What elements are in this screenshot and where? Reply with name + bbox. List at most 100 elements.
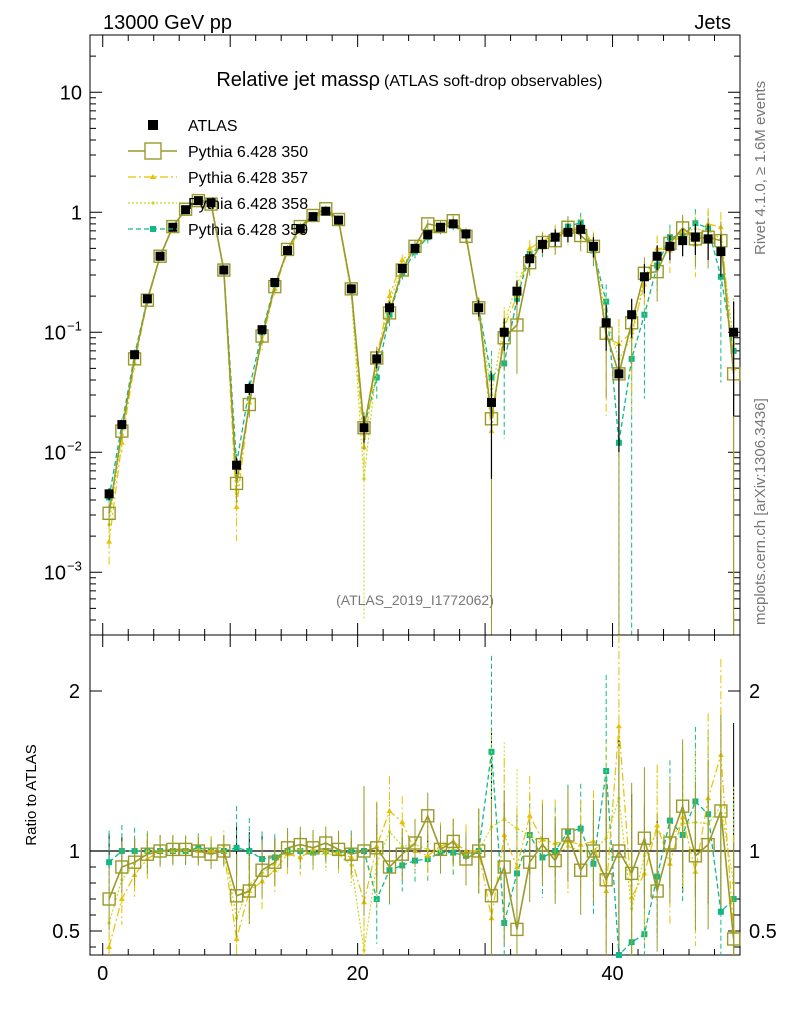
data-point [153, 249, 167, 263]
data-point [102, 506, 116, 520]
main-subtitle: (ATLAS soft-drop observables) [384, 73, 602, 90]
ratio-point [357, 844, 371, 858]
ratio-y-tick-label: 0.5 [52, 921, 80, 943]
data-point [372, 354, 382, 364]
rivet-label: Rivet 4.1.0, ≥ 1.6M events [752, 81, 769, 255]
ratio-ticks: 0.5 0.51 12 20 20 40 [52, 635, 777, 985]
data-point [193, 196, 203, 206]
data-point [512, 286, 522, 296]
y-tick-label: 10 [44, 322, 66, 344]
ratio-point [497, 860, 511, 874]
data-point [283, 246, 293, 256]
ratio-y-tick-label: 2 [69, 681, 80, 703]
main-title: Relative jet massρ [216, 69, 380, 91]
ratio-point [166, 842, 180, 857]
ratio-point [561, 828, 575, 842]
ratio-point [675, 799, 690, 813]
x-tick-label: 40 [601, 963, 623, 985]
legend-marker-py358 [151, 201, 155, 205]
data-point [703, 234, 713, 244]
data-point [140, 293, 155, 307]
header-jets-label: Jets [694, 12, 731, 34]
data-point [233, 503, 240, 509]
y-tick-label: 1 [71, 202, 82, 224]
data-point [510, 318, 524, 332]
ratio-data [102, 635, 741, 958]
ratio-point [637, 831, 652, 845]
data-point [306, 208, 320, 223]
ratio-frame [89, 634, 741, 956]
data-point [117, 420, 127, 430]
data-point [229, 476, 244, 491]
ratio-point [535, 837, 550, 852]
ratio-point [472, 844, 486, 858]
y-tick-exponent: −1 [67, 318, 82, 333]
data-point [344, 282, 358, 296]
data-point [104, 489, 114, 499]
ratio-point [688, 849, 703, 863]
ratio-point [548, 853, 562, 868]
ratio-point [513, 864, 520, 869]
data-point [399, 257, 406, 263]
data-point [142, 294, 152, 304]
ratio-point [615, 952, 622, 958]
data-point [716, 247, 726, 257]
ratio-series-py357 [106, 635, 737, 955]
ratio-point [663, 836, 677, 850]
ratio-point [331, 842, 346, 857]
legend-marker-py357 [150, 174, 156, 179]
data-point [627, 310, 637, 320]
data-point [433, 219, 448, 234]
ratio-point [526, 812, 533, 818]
ratio-point [293, 837, 307, 852]
series-line-py350 [108, 199, 735, 514]
data-point [563, 227, 573, 237]
ratio-point [153, 844, 167, 858]
ratio-point [523, 855, 537, 869]
ratio-point [268, 855, 282, 869]
data-point [499, 327, 509, 337]
ratio-point [615, 723, 622, 729]
data-point [331, 212, 346, 227]
data-point [242, 397, 257, 412]
data-point [525, 254, 535, 264]
ratio-series-py359 [106, 655, 737, 958]
y-tick-label: 10 [44, 562, 66, 584]
data-point [421, 217, 435, 231]
ratio-point [399, 819, 406, 825]
ratio-point [246, 848, 253, 854]
ratio-point [459, 852, 473, 866]
series-py359 [106, 196, 737, 635]
ratio-point [421, 809, 435, 823]
ratio-y-tick-label: 1 [69, 841, 80, 863]
ratio-point [344, 847, 358, 861]
data-point [614, 369, 624, 379]
data-point [168, 222, 178, 232]
ratio-point [599, 873, 613, 887]
ratio-y-axis-label: Ratio to ATLAS [23, 744, 40, 845]
ratio-line-py359 [108, 751, 735, 957]
legend: ATLAS Pythia 6.428 350 Pythia 6.428 357 Pyt… [128, 118, 308, 239]
data-point [729, 327, 739, 337]
data-point [217, 263, 231, 277]
header-energy-label: 13000 GeV pp [103, 12, 232, 34]
ratio-y-tick-label-right: 1 [749, 841, 760, 863]
data-point [244, 383, 254, 393]
ratio-point [433, 842, 448, 857]
legend-label: Pythia 6.428 357 [188, 170, 308, 187]
ratio-point [408, 836, 422, 850]
ratio-point [701, 837, 715, 852]
data-point [280, 242, 295, 257]
ratio-point [106, 944, 113, 949]
data-point [448, 219, 458, 229]
ratio-point [395, 847, 409, 861]
x-tick-label: 0 [97, 963, 108, 985]
ratio-point [217, 844, 231, 858]
ratio-point [586, 844, 601, 858]
data-point [178, 202, 193, 216]
legend-label: Pythia 6.428 359 [188, 222, 308, 239]
data-point [130, 350, 140, 360]
ratio-point [233, 936, 240, 941]
